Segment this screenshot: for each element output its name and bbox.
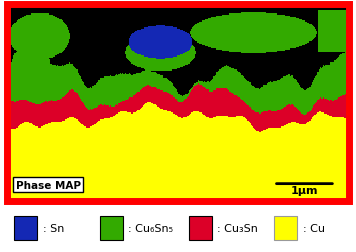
FancyBboxPatch shape <box>100 216 123 240</box>
Text: Phase MAP: Phase MAP <box>16 180 81 190</box>
Text: : Cu: : Cu <box>303 223 325 233</box>
Text: : Cu₃Sn: : Cu₃Sn <box>217 223 258 233</box>
FancyBboxPatch shape <box>14 216 37 240</box>
Text: : Cu₆Sn₅: : Cu₆Sn₅ <box>128 223 173 233</box>
FancyBboxPatch shape <box>274 216 297 240</box>
Text: 1μm: 1μm <box>291 186 318 196</box>
FancyBboxPatch shape <box>189 216 212 240</box>
Text: : Sn: : Sn <box>43 223 64 233</box>
Bar <box>7 5 349 202</box>
